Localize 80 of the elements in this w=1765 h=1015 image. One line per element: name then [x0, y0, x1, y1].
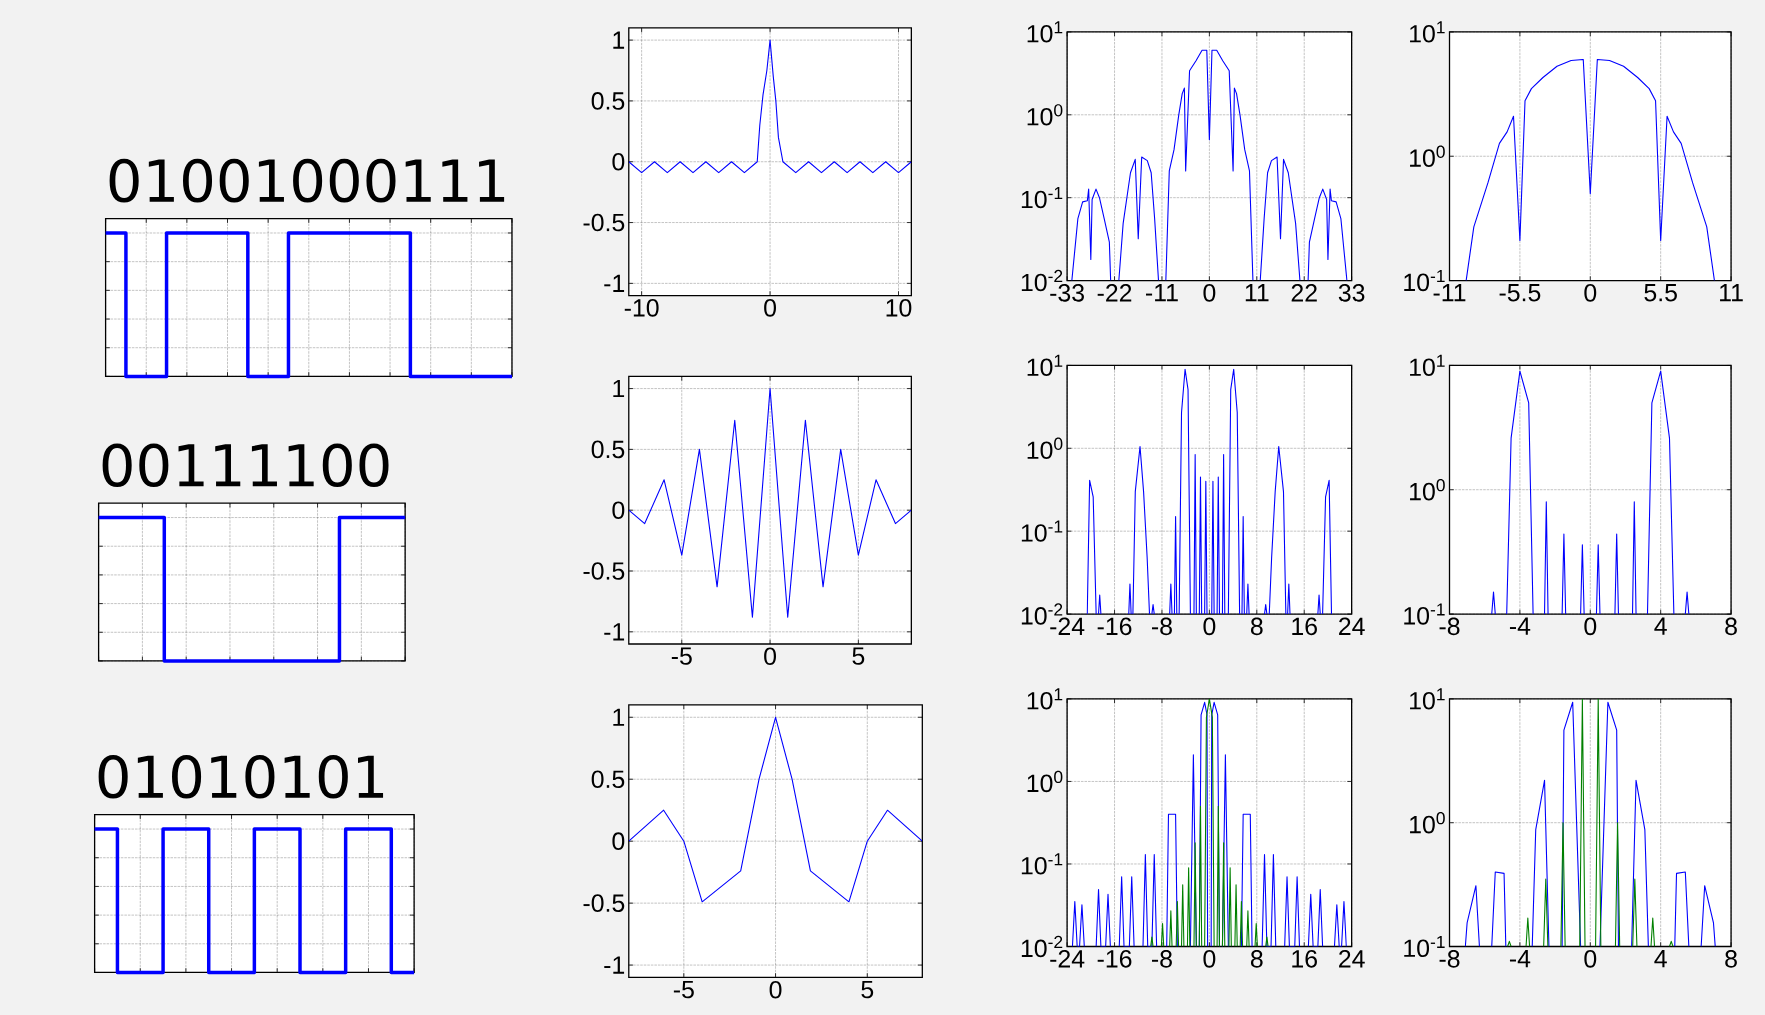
x-tick-label: 24 — [1339, 617, 1365, 635]
x-tick-label: -16 — [1097, 949, 1132, 968]
y-tick-label: 10$^{1}$ — [1027, 354, 1063, 376]
x-tick-label: 0 — [1584, 949, 1597, 968]
y-tick-label: 10$^{1}$ — [1410, 21, 1445, 43]
y-tick-label: 10$^{1}$ — [1410, 688, 1445, 710]
x-tick-label: 16 — [1292, 617, 1317, 635]
x-tick-label: 0 — [1203, 283, 1216, 302]
x-tick-label: -11 — [1433, 283, 1466, 301]
x-tick-label: 0 — [1584, 617, 1597, 635]
x-tick-label: -4 — [1509, 949, 1531, 967]
y-tick-label: 0.5 — [591, 91, 625, 110]
x-tick-label: 16 — [1292, 949, 1317, 968]
line-series — [1465, 58, 1715, 281]
x-tick-label: 0 — [764, 647, 777, 665]
x-tick-label: 0 — [1203, 617, 1216, 635]
y-tick-label: 0 — [612, 832, 625, 850]
y-tick-label: 10$^{0}$ — [1410, 811, 1445, 834]
x-tick-label: 4 — [1654, 617, 1667, 635]
y-tick-label: 10$^{-1}$ — [1021, 186, 1063, 209]
y-tick-label: -1 — [604, 274, 625, 292]
y-tick-label: 10$^{-1}$ — [1021, 853, 1063, 875]
y-tick-label: -1 — [604, 956, 625, 974]
chart-title: 01010101 — [98, 754, 384, 799]
x-tick-label: 8 — [1250, 617, 1263, 635]
y-tick-label: 10$^{0}$ — [1410, 145, 1445, 167]
y-tick-label: 1 — [613, 31, 625, 49]
x-tick-label: 8 — [1725, 949, 1737, 968]
x-tick-label: 5 — [852, 647, 865, 665]
x-tick-label: -5 — [673, 980, 694, 999]
y-tick-label: 10$^{0}$ — [1027, 770, 1063, 792]
y-tick-label: 10$^{1}$ — [1410, 354, 1445, 376]
x-tick-label: 0 — [764, 298, 777, 317]
x-tick-label: 8 — [1725, 617, 1737, 635]
y-tick-label: 10$^{0}$ — [1410, 478, 1445, 501]
line-series — [628, 716, 923, 903]
x-tick-label: 24 — [1339, 949, 1365, 968]
y-tick-label: 10$^{0}$ — [1027, 437, 1063, 459]
x-tick-label: 10 — [886, 298, 912, 317]
x-tick-label: -11 — [1146, 283, 1178, 301]
x-tick-label: -33 — [1050, 283, 1084, 302]
x-tick-label: 11 — [1245, 283, 1269, 301]
x-tick-label: 8 — [1250, 949, 1263, 968]
x-tick-label: -5 — [671, 647, 692, 665]
y-tick-label: -0.5 — [583, 894, 625, 912]
x-tick-label: -24 — [1050, 617, 1085, 635]
x-tick-label: 33 — [1338, 283, 1365, 302]
x-tick-label: -16 — [1097, 617, 1132, 635]
line-series — [628, 39, 912, 174]
y-tick-label: -1 — [604, 623, 625, 641]
x-tick-label: 5 — [861, 980, 874, 999]
chart-title: 00111100 — [102, 443, 389, 487]
x-tick-label: 0 — [1584, 283, 1597, 302]
y-tick-label: 10$^{0}$ — [1027, 103, 1063, 126]
y-tick-label: 0.5 — [591, 770, 625, 788]
y-tick-label: -0.5 — [583, 562, 625, 580]
y-tick-label: -0.5 — [583, 213, 625, 232]
x-tick-label: 11 — [1720, 283, 1743, 301]
x-tick-label: -22 — [1097, 283, 1132, 302]
x-tick-label: 22 — [1291, 283, 1317, 302]
line-series — [628, 387, 912, 618]
y-tick-label: 10$^{1}$ — [1027, 21, 1063, 43]
x-tick-label: 0 — [1203, 949, 1216, 968]
x-tick-label: -24 — [1050, 949, 1085, 968]
x-tick-label: -8 — [1152, 949, 1172, 968]
y-tick-label: 1 — [613, 379, 625, 397]
y-tick-label: 0.5 — [591, 440, 625, 458]
y-tick-label: 0 — [612, 152, 625, 171]
y-tick-label: 10$^{-1}$ — [1021, 520, 1063, 542]
x-tick-label: -4 — [1509, 617, 1531, 635]
x-tick-label: 5.5 — [1644, 283, 1677, 302]
x-tick-label: 0 — [769, 980, 782, 999]
y-tick-label: 10$^{1}$ — [1027, 688, 1063, 710]
chart-title: 01001000111 — [109, 158, 505, 203]
x-tick-label: -8 — [1152, 617, 1172, 635]
x-tick-label: 4 — [1654, 949, 1667, 967]
x-tick-label: -10 — [624, 298, 659, 317]
y-tick-label: 0 — [612, 501, 625, 519]
y-tick-label: 1 — [613, 708, 625, 726]
x-tick-label: -5.5 — [1499, 283, 1541, 302]
